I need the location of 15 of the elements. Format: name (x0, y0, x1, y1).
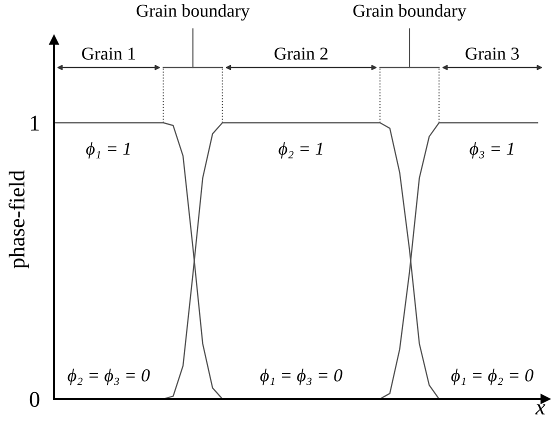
annotation: ϕ₁ = ϕ₃ = 0 (260, 368, 342, 386)
annotation: Grain 3 (466, 48, 519, 60)
text: Grain boundary (353, 4, 466, 21)
text: Grain boundary (136, 4, 250, 21)
y-axis-title: phase-field (8, 170, 30, 268)
annotation: ϕ₃ = 1 (470, 142, 514, 158)
y-tick-label: 0 (30, 392, 40, 407)
annotation: ϕ₂ = 1 (278, 142, 322, 158)
annotation: ϕ₁ = 1 (86, 142, 130, 158)
annotation: ϕ₁ = ϕ₂ = 0 (451, 368, 534, 386)
annotation: Grain 2 (274, 48, 328, 60)
annotation: Grain 1 (82, 48, 135, 60)
x-axis-title: x (535, 404, 546, 414)
y-tick-label: 1 (30, 116, 39, 130)
annotation: ϕ₂ = ϕ₃ = 0 (68, 368, 150, 386)
